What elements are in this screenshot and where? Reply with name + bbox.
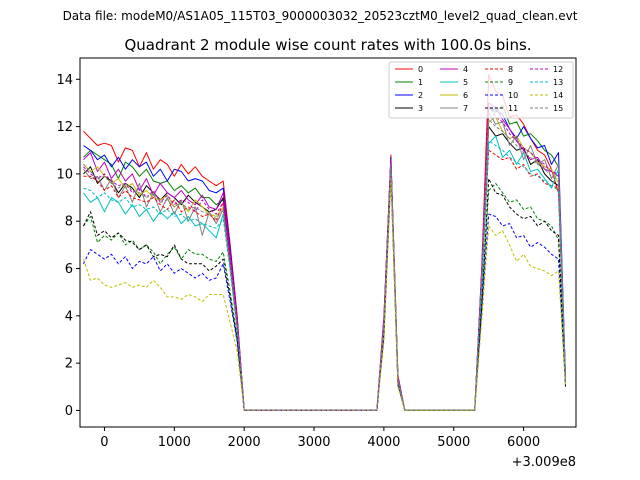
x-tick-label: 6000 <box>507 435 540 450</box>
y-axis: 0 2 4 6 8 10 12 14 <box>56 73 80 419</box>
legend-label-0: 0 <box>418 65 423 74</box>
chart-title: Quadrant 2 module wise count rates with … <box>124 36 531 54</box>
legend-label-6: 6 <box>463 91 468 100</box>
legend-label-4: 4 <box>463 65 468 74</box>
y-tick-label: 6 <box>65 262 73 277</box>
legend-label-9: 9 <box>508 78 513 87</box>
legend-label-13: 13 <box>553 78 563 87</box>
series-line-11 <box>83 171 566 411</box>
x-tick-label: 3000 <box>297 435 330 450</box>
legend-label-7: 7 <box>463 104 468 113</box>
series-line-9 <box>83 168 566 411</box>
x-tick-label: 2000 <box>228 435 261 450</box>
x-tick-label: 1000 <box>158 435 191 450</box>
legend-label-3: 3 <box>418 104 423 113</box>
legend-label-5: 5 <box>463 78 468 87</box>
legend-label-11: 11 <box>508 104 518 113</box>
x-tick-label: 5000 <box>437 435 470 450</box>
y-tick-label: 8 <box>65 215 73 230</box>
series-line-14 <box>83 178 566 411</box>
series-line-10 <box>83 173 566 411</box>
y-tick-label: 0 <box>65 404 73 419</box>
x-offset-label: +3.009e8 <box>512 455 576 470</box>
x-tick-label: 0 <box>100 435 108 450</box>
suptitle: Data file: modeM0/AS1A05_115T03_90000030… <box>63 9 578 23</box>
series-line-2 <box>83 107 566 411</box>
legend-label-14: 14 <box>553 91 563 100</box>
y-tick-label: 14 <box>56 73 73 88</box>
y-tick-label: 12 <box>56 120 73 135</box>
legend-label-10: 10 <box>508 91 518 100</box>
legend-label-1: 1 <box>418 78 423 87</box>
legend-label-12: 12 <box>553 65 563 74</box>
series-line-13 <box>83 140 566 411</box>
legend-label-15: 15 <box>553 104 563 113</box>
axes-frame <box>79 57 577 428</box>
legend-label-2: 2 <box>418 91 423 100</box>
series-lines <box>83 74 566 411</box>
y-tick-label: 10 <box>56 167 73 182</box>
x-tick-label: 4000 <box>367 435 400 450</box>
x-axis: 0 1000 2000 3000 4000 5000 6000 <box>100 427 540 450</box>
y-tick-label: 4 <box>65 309 73 324</box>
legend-box <box>388 61 574 119</box>
series-line-12 <box>83 104 566 411</box>
series-line-15 <box>83 119 566 411</box>
y-tick-label: 2 <box>65 357 73 372</box>
legend-label-8: 8 <box>508 65 513 74</box>
